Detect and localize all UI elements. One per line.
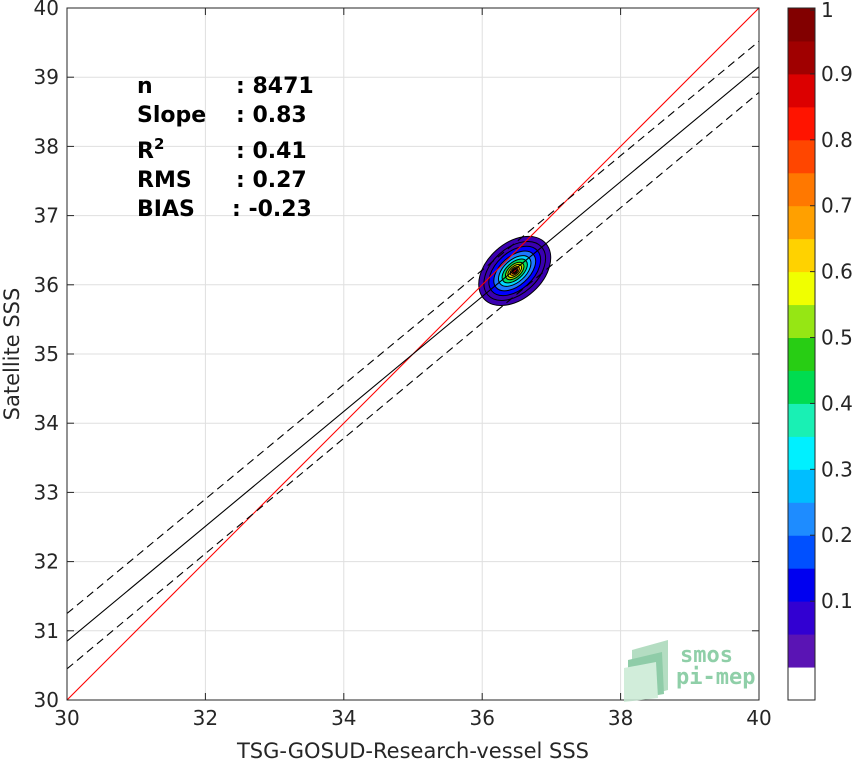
y-tick-label: 30 [34, 688, 59, 712]
y-tick-label: 37 [34, 204, 59, 228]
y-tick-label: 35 [34, 342, 59, 366]
y-tick-label: 40 [34, 0, 59, 20]
colorbar-tick-label: 0.3 [821, 457, 853, 481]
line-regression-lower [67, 92, 759, 670]
colorbar-tick-label: 0.7 [821, 194, 853, 218]
logo-line2: pi-mep [676, 665, 755, 690]
y-tick-label: 31 [34, 619, 59, 643]
colorbar-frame [787, 7, 816, 701]
y-tick-label: 34 [34, 411, 59, 435]
logo-line1: smos [680, 643, 733, 668]
y-tick-label: 39 [34, 65, 59, 89]
colorbar-band [788, 568, 815, 602]
colorbar-band [788, 304, 815, 339]
colorbar-tick-label: 0.4 [821, 391, 853, 415]
colorbar-band [788, 436, 815, 470]
y-tick-label: 33 [34, 480, 59, 504]
stat-label: Slope [137, 103, 206, 128]
colorbar-band [788, 238, 815, 273]
colorbar-tick-label: 0.5 [821, 326, 853, 350]
grid [67, 8, 759, 700]
stat-value: : 0.41 [236, 139, 307, 164]
colorbar-tick-label: 0.2 [821, 523, 853, 547]
colorbar-band [788, 469, 815, 503]
colorbar-tick-label: 0.9 [821, 62, 853, 86]
colorbar-band [788, 535, 815, 569]
stat-label: BIAS [137, 197, 195, 222]
x-tick-label: 38 [608, 706, 633, 730]
x-axis-label: TSG-GOSUD-Research-vessel SSS [236, 739, 589, 763]
colorbar-ticks: 0.1 0.2 0.3 0.4 0.5 0.6 0.7 0.8 0.9 1 [810, 0, 853, 613]
colorbar-band [788, 73, 815, 108]
colorbar-band [788, 337, 815, 371]
colorbar-band [788, 403, 815, 437]
colorbar-band [788, 601, 815, 635]
smos-pimep-logo: smos pi-mep [624, 640, 755, 702]
x-axis-ticks: 30 32 34 36 38 40 [54, 8, 772, 730]
colorbar-band [788, 8, 815, 42]
stat-label: RMS [137, 168, 192, 193]
colorbar-band [788, 205, 815, 240]
y-axis-label: Satellite SSS [0, 288, 24, 421]
y-tick-label: 36 [34, 273, 59, 297]
colorbar-band [788, 139, 815, 174]
colorbar-tick-label: 1 [821, 0, 834, 22]
x-tick-label: 40 [746, 706, 771, 730]
stat-label-superscript: 2 [154, 135, 164, 153]
colorbar-band [788, 271, 815, 306]
line-regression-upper [67, 40, 759, 614]
x-tick-label: 30 [54, 706, 79, 730]
colorbar-band [788, 634, 815, 668]
stat-value: : -0.23 [232, 197, 312, 222]
colorbar-band [788, 667, 815, 701]
colorbar-tick-label: 0.8 [821, 128, 853, 152]
fit-lines [67, 8, 759, 700]
y-tick-label: 38 [34, 134, 59, 158]
y-tick-label: 32 [34, 550, 59, 574]
logo-waves-icon [624, 640, 668, 702]
colorbar-band [788, 172, 815, 207]
colorbar-band [788, 370, 815, 404]
x-tick-label: 32 [193, 706, 218, 730]
stat-value: : 0.27 [236, 168, 307, 193]
stat-value: : 0.83 [236, 103, 307, 128]
colorbar-band [788, 502, 815, 536]
colorbar-tick-label: 0.1 [821, 589, 853, 613]
colorbar-band [788, 106, 815, 141]
y-axis-ticks: 30 31 32 33 34 35 36 37 38 39 40 [34, 0, 759, 712]
x-tick-label: 36 [469, 706, 494, 730]
x-tick-label: 34 [331, 706, 356, 730]
colorbar-band [788, 40, 815, 75]
stat-value: : 8471 [236, 74, 314, 99]
stat-label: n [137, 74, 153, 99]
line-regression [67, 66, 759, 642]
colorbar-tick-label: 0.6 [821, 260, 853, 284]
colorbar [787, 7, 816, 701]
